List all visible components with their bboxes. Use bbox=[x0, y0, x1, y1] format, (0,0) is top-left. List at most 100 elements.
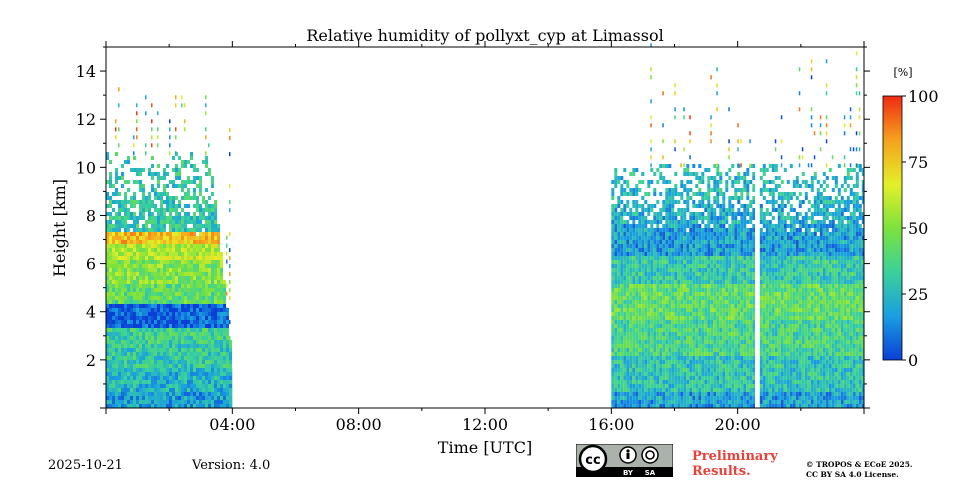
heatmap-cell bbox=[752, 348, 755, 352]
heatmap-cell bbox=[740, 332, 744, 336]
heatmap-cell bbox=[668, 360, 672, 364]
heatmap-cell bbox=[629, 272, 633, 276]
heatmap-cell bbox=[743, 348, 747, 352]
heatmap-cell bbox=[725, 312, 729, 316]
heatmap-cell bbox=[130, 396, 133, 400]
heatmap-cell bbox=[671, 352, 675, 356]
heatmap-cell bbox=[635, 328, 639, 332]
heatmap-cell bbox=[205, 164, 208, 168]
heatmap-cell bbox=[181, 308, 184, 312]
heatmap-cell bbox=[692, 192, 696, 196]
heatmap-cell bbox=[121, 256, 124, 260]
heatmap-cell bbox=[163, 348, 166, 352]
heatmap-cell bbox=[731, 276, 735, 280]
heatmap-cell bbox=[731, 212, 735, 216]
heatmap-cell bbox=[199, 204, 202, 208]
heatmap-cell bbox=[719, 192, 723, 196]
heatmap-cell bbox=[115, 348, 118, 352]
heatmap-cell bbox=[145, 344, 148, 348]
heatmap-cell bbox=[617, 284, 621, 288]
heatmap-cell bbox=[632, 328, 636, 332]
heatmap-cell bbox=[677, 328, 681, 332]
heatmap-cell bbox=[617, 344, 621, 348]
heatmap-cell bbox=[662, 344, 666, 348]
heatmap-cell bbox=[725, 240, 729, 244]
heatmap-cell bbox=[746, 336, 750, 340]
heatmap-cell bbox=[680, 256, 684, 260]
heatmap-cell bbox=[632, 368, 636, 372]
heatmap-cell bbox=[617, 196, 621, 200]
heatmap-cell bbox=[638, 180, 642, 184]
heatmap-cell bbox=[127, 400, 130, 404]
heatmap-cell bbox=[752, 316, 755, 320]
heatmap-cell bbox=[139, 320, 142, 324]
heatmap-cell bbox=[142, 372, 145, 376]
heatmap-cell bbox=[719, 376, 723, 380]
heatmap-cell bbox=[752, 352, 755, 356]
heatmap-cell bbox=[172, 396, 175, 400]
heatmap-cell bbox=[626, 192, 630, 196]
heatmap-cell bbox=[163, 236, 166, 240]
heatmap-cell bbox=[671, 288, 675, 292]
heatmap-cell bbox=[725, 348, 729, 352]
heatmap-cell bbox=[749, 252, 753, 256]
heatmap-cell bbox=[689, 296, 693, 300]
heatmap-cell bbox=[151, 276, 154, 280]
heatmap-cell bbox=[762, 396, 766, 400]
heatmap-cell bbox=[106, 240, 109, 244]
heatmap-cell bbox=[163, 256, 166, 260]
heatmap-cell bbox=[229, 288, 231, 293]
heatmap-cell bbox=[193, 308, 196, 312]
heatmap-cell bbox=[211, 380, 214, 384]
heatmap-cell bbox=[686, 264, 690, 268]
heatmap-cell bbox=[169, 200, 172, 204]
heatmap-cell bbox=[668, 236, 672, 240]
heatmap-cell bbox=[722, 240, 726, 244]
heatmap-cell bbox=[662, 256, 666, 260]
heatmap-cell bbox=[148, 280, 151, 284]
heatmap-cell bbox=[163, 292, 166, 296]
heatmap-cell bbox=[184, 324, 187, 328]
heatmap-cell bbox=[211, 264, 214, 268]
heatmap-cell bbox=[659, 220, 663, 224]
heatmap-cell bbox=[166, 240, 169, 244]
heatmap-cell bbox=[199, 176, 202, 180]
heatmap-cell bbox=[190, 296, 193, 300]
heatmap-cell bbox=[226, 348, 229, 352]
heatmap-cell bbox=[704, 224, 708, 228]
heatmap-cell bbox=[737, 380, 741, 384]
heatmap-cell bbox=[148, 236, 151, 240]
heatmap-cell bbox=[151, 224, 154, 228]
heatmap-cell bbox=[169, 248, 172, 252]
heatmap-cell bbox=[707, 216, 711, 220]
heatmap-cell bbox=[133, 228, 136, 232]
heatmap-cell bbox=[674, 356, 678, 360]
heatmap-cell bbox=[160, 404, 163, 408]
heatmap-cell bbox=[193, 180, 196, 184]
heatmap-cell bbox=[145, 240, 148, 244]
heatmap-cell bbox=[725, 260, 729, 264]
heatmap-cell bbox=[737, 147, 739, 152]
heatmap-cell bbox=[166, 260, 169, 264]
heatmap-cell bbox=[118, 392, 121, 396]
heatmap-cell bbox=[680, 392, 684, 396]
heatmap-cell bbox=[160, 204, 163, 208]
heatmap-cell bbox=[683, 200, 687, 204]
heatmap-cell bbox=[217, 380, 220, 384]
heatmap-cell bbox=[632, 384, 636, 388]
heatmap-cell bbox=[163, 352, 166, 356]
heatmap-cell bbox=[680, 348, 684, 352]
heatmap-cell bbox=[725, 344, 729, 348]
heatmap-cell bbox=[677, 360, 681, 364]
heatmap-cell bbox=[689, 196, 693, 200]
heatmap-cell bbox=[611, 196, 615, 200]
heatmap-cell bbox=[145, 248, 148, 252]
heatmap-cell bbox=[695, 296, 699, 300]
heatmap-cell bbox=[686, 376, 690, 380]
heatmap-cell bbox=[746, 204, 750, 208]
heatmap-cell bbox=[133, 360, 136, 364]
heatmap-cell bbox=[713, 300, 717, 304]
heatmap-cell bbox=[181, 164, 184, 168]
heatmap-cell bbox=[698, 400, 702, 404]
heatmap-cell bbox=[686, 256, 690, 260]
